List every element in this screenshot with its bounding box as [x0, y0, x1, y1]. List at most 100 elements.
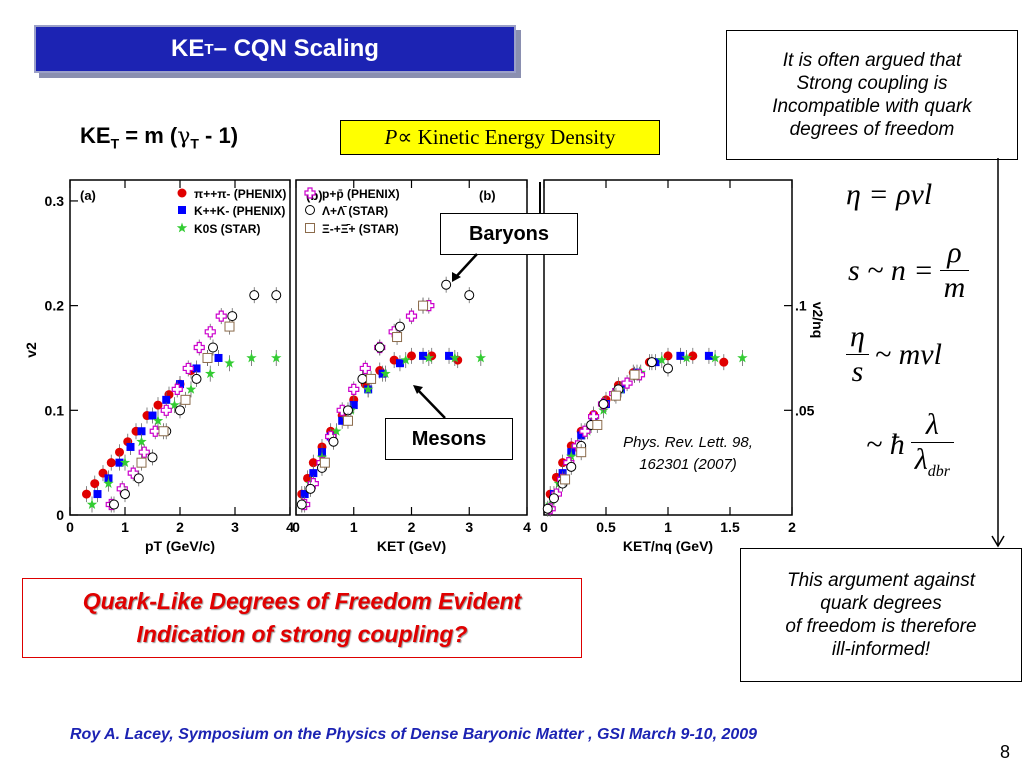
x-tick-label: 2 — [176, 519, 184, 535]
data-point — [86, 499, 98, 509]
x-tick-label: 3 — [465, 519, 473, 535]
panel-label: (a) — [80, 188, 96, 203]
footer-citation: Roy A. Lacey, Symposium on the Physics o… — [70, 726, 758, 743]
data-point — [309, 469, 318, 478]
baryons-arrowhead — [452, 272, 461, 282]
data-point — [169, 399, 180, 410]
data-point — [185, 383, 197, 394]
data-point — [598, 399, 609, 410]
data-point — [115, 458, 124, 467]
data-point — [296, 499, 307, 510]
data-point — [394, 321, 405, 332]
panel-label: (b) — [479, 188, 496, 203]
legend-entry: π++π- (PHENIX) — [194, 187, 286, 201]
data-point — [374, 342, 385, 353]
data-point — [115, 447, 124, 457]
data-point — [676, 351, 685, 360]
ke-formula: KET = m (γT - 1) — [80, 123, 238, 151]
data-point — [328, 436, 339, 447]
ill-informed-box: This argument against quark degrees of f… — [740, 548, 1022, 682]
argue-line: Incompatible with quark — [772, 96, 972, 117]
data-point — [392, 332, 403, 343]
data-point — [449, 352, 460, 363]
data-point — [359, 362, 371, 375]
y-axis-label: v2/nq — [810, 302, 826, 339]
y-tick-label: .05 — [795, 402, 815, 418]
data-point — [152, 415, 164, 426]
eq3-num: η — [846, 320, 869, 355]
legend-entry: Ξ-+Ξ̄+ (STAR) — [322, 222, 399, 236]
formula-gamma-sub: T — [190, 135, 199, 152]
data-point — [193, 341, 205, 354]
data-point — [441, 279, 452, 290]
x-tick-label: 1 — [350, 519, 358, 535]
x-tick-label: 4 — [286, 519, 294, 535]
eq1-text: η = ρvl — [846, 178, 933, 211]
equation-hbar: ~ ħ λ λdbr — [866, 408, 954, 481]
data-point — [405, 310, 418, 322]
data-point — [464, 290, 475, 301]
x-tick-label: 3 — [231, 519, 239, 535]
data-point — [192, 364, 201, 373]
data-point — [176, 222, 188, 233]
data-point — [737, 352, 748, 363]
data-point — [162, 395, 171, 404]
data-point — [148, 411, 157, 420]
data-point — [566, 450, 577, 461]
data-point — [548, 493, 559, 504]
pressure-box: P ∝ Kinetic Energy Density — [340, 120, 660, 155]
data-point — [579, 425, 591, 437]
x-axis-label: KET/nq (GeV) — [623, 538, 713, 554]
x-tick-label: 2 — [788, 519, 796, 535]
formula-ke: KE — [80, 123, 111, 148]
data-point — [158, 426, 169, 437]
data-point — [205, 368, 216, 379]
data-point — [137, 427, 146, 436]
data-point — [560, 474, 571, 485]
data-point — [126, 442, 135, 451]
y-axis-label: v2 — [23, 342, 39, 358]
data-point — [175, 405, 185, 416]
title-main: KE — [171, 35, 205, 62]
citation-line: 162301 (2007) — [639, 456, 737, 473]
data-point — [149, 425, 161, 437]
mesons-text: Mesons — [411, 427, 487, 450]
data-point — [103, 478, 114, 488]
data-point — [119, 457, 131, 468]
x-tick-label: 1.5 — [720, 519, 740, 535]
eq3-right: ~ mvl — [874, 337, 942, 371]
data-point — [380, 368, 391, 379]
slide-title: KE T – CQN Scaling — [34, 25, 516, 73]
data-point — [82, 489, 91, 499]
data-point — [90, 479, 100, 489]
data-point — [366, 373, 377, 384]
data-point — [445, 351, 454, 360]
data-point — [342, 415, 353, 426]
data-point — [418, 300, 429, 311]
data-point — [177, 188, 187, 198]
pressure-symbol: P — [384, 125, 398, 149]
ill-line: of freedom is therefore — [785, 616, 977, 637]
data-point — [180, 394, 191, 405]
x-tick-label: 1 — [121, 519, 129, 535]
eq4-num: λ — [910, 408, 954, 443]
data-point — [357, 373, 368, 384]
label-arrows — [413, 253, 478, 419]
data-point — [147, 452, 158, 463]
argue-line: Strong coupling is — [796, 73, 948, 94]
pressure-text: ∝ Kinetic Energy Density — [397, 125, 616, 149]
legend-entry: p+p̄ (PHENIX) — [322, 187, 400, 201]
data-point — [300, 490, 309, 499]
data-point — [363, 383, 374, 394]
baryons-text: Baryons — [468, 222, 550, 245]
eq3-den: s — [851, 355, 864, 388]
data-point — [136, 436, 147, 447]
data-point — [246, 352, 257, 363]
formula-end: - 1) — [198, 123, 239, 148]
ill-line: ill-informed! — [831, 639, 931, 660]
data-point — [688, 351, 698, 361]
y-tick-label: .1 — [795, 298, 807, 314]
data-point — [719, 357, 729, 367]
eq2-left: s ~ n = — [848, 253, 934, 287]
data-point — [475, 352, 486, 363]
